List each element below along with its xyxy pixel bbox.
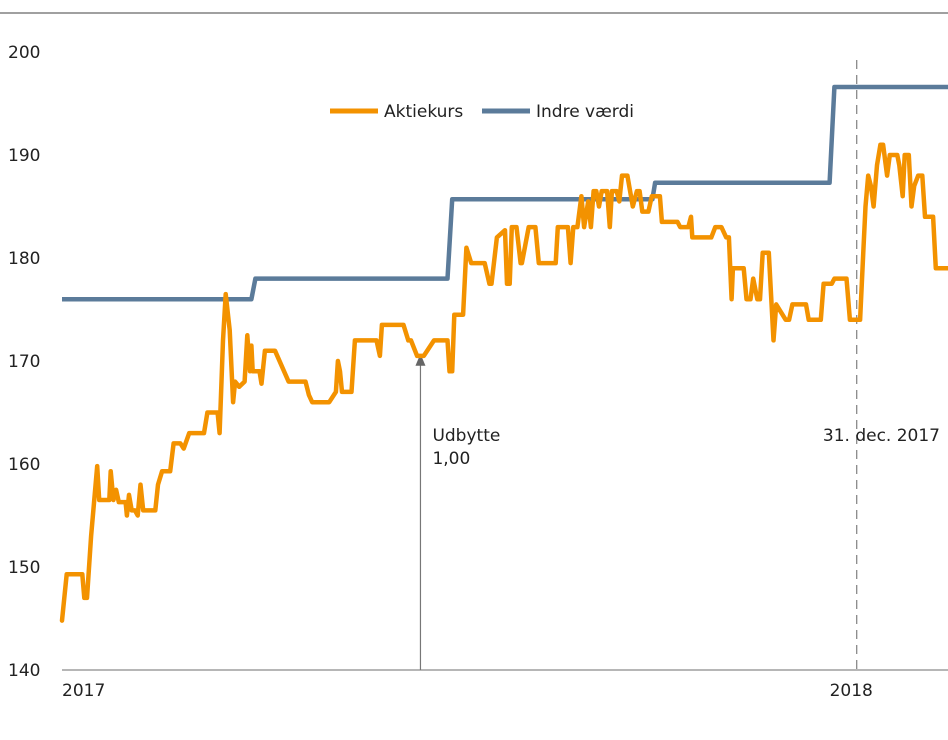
y-tick-label: 150	[8, 558, 40, 578]
y-tick-label: 160	[8, 455, 40, 475]
series-line-indre-vaerdi	[62, 84, 948, 302]
y-tick-label: 170	[8, 352, 40, 372]
legend-label-indre-vaerdi: Indre værdi	[536, 102, 634, 122]
y-tick-label: 180	[8, 249, 40, 269]
series-line-aktiekurs	[59, 142, 948, 623]
x-tick-label: 2018	[830, 681, 873, 701]
x-tick-label: 2017	[62, 681, 105, 701]
annotations: Udbytte 1,00 31. dec. 2017	[415, 60, 940, 670]
dividend-amount-label: 1,00	[432, 449, 470, 469]
y-tick-label: 140	[8, 661, 40, 681]
y-axis-ticks: 140 150 160 170 180 190 200	[8, 43, 40, 681]
legend: Aktiekurs Indre værdi	[330, 102, 634, 122]
dividend-arrow-head	[415, 353, 426, 366]
legend-label-aktiekurs: Aktiekurs	[384, 102, 463, 122]
y-tick-label: 190	[8, 146, 40, 166]
series-group	[59, 84, 948, 623]
dividend-label: Udbytte	[432, 426, 500, 446]
y-tick-label: 200	[8, 43, 40, 63]
year-end-label: 31. dec. 2017	[823, 426, 940, 446]
x-axis-ticks: 2017 2018	[62, 681, 873, 701]
